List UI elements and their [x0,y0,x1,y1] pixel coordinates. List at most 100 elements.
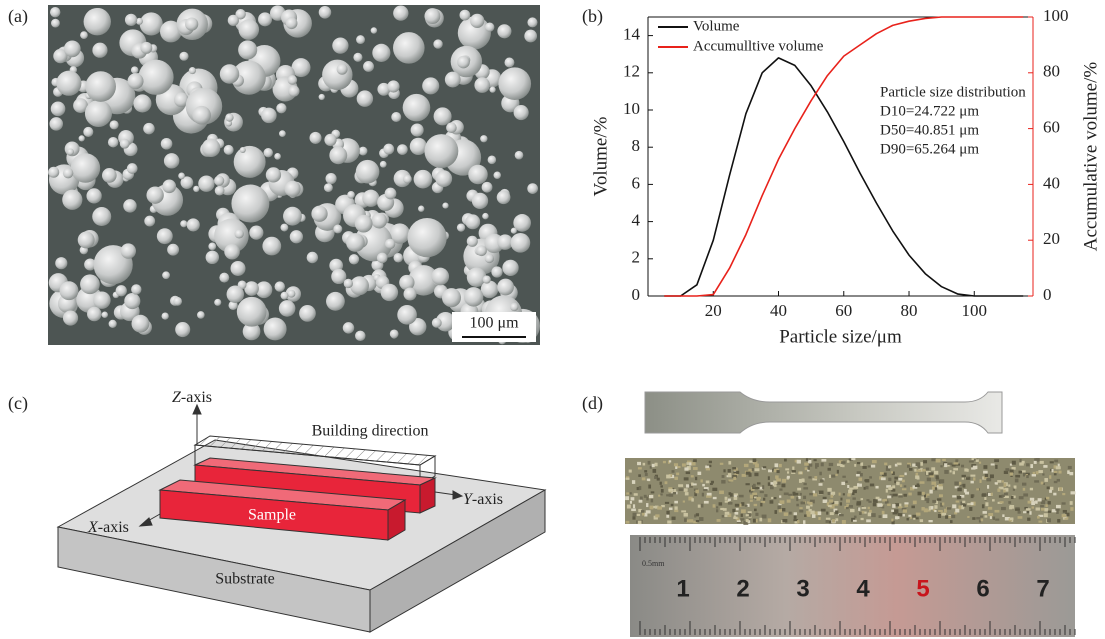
particle [353,53,362,62]
particle [356,160,380,184]
texture [648,461,651,465]
texture [651,499,653,503]
particle [290,230,303,243]
particle [344,279,353,288]
particle [237,297,267,327]
texture [681,510,686,512]
texture [717,519,721,522]
texture [725,497,728,500]
texture [1056,466,1061,469]
texture [770,500,774,503]
texture [819,472,822,476]
texture [744,464,749,467]
texture [1054,481,1058,483]
texture [979,479,981,483]
texture [755,464,759,468]
texture [993,517,995,520]
texture [846,507,849,509]
texture [752,493,757,496]
texture [859,484,862,487]
texture [1053,493,1056,496]
texture [854,516,857,518]
texture [799,479,802,483]
particle [403,175,412,184]
texture [660,493,662,495]
texture [848,490,852,494]
texture [837,463,841,465]
panel-label: (a) [8,6,28,27]
texture [1037,516,1040,519]
panel-label: (c) [8,393,28,414]
texture [942,513,947,516]
texture [684,467,688,470]
texture [1044,513,1048,517]
ruler-number: 3 [796,575,809,602]
texture [629,492,631,494]
texture [892,504,895,508]
particle [283,207,302,226]
texture [854,464,856,467]
texture [834,501,838,504]
particle [202,139,220,157]
texture [1032,506,1035,508]
texture [672,470,675,473]
particle [51,19,60,28]
texture [922,469,926,471]
texture [813,493,817,496]
texture [1023,473,1025,477]
texture [763,498,765,501]
axis-suffix: -axis [181,389,212,406]
particle [393,5,408,20]
particle [144,216,155,227]
particle [393,32,425,64]
particle [60,281,79,300]
particle [287,290,295,298]
texture [985,502,988,506]
particle [435,170,452,187]
texture [703,489,707,491]
particle [227,286,244,303]
texture [1004,493,1008,495]
y-tick-label: 0 [632,285,641,304]
texture [1010,469,1014,472]
texture [995,482,998,484]
particle [56,71,81,96]
texture [1049,490,1052,493]
texture [706,468,710,470]
particle [497,190,511,204]
texture [626,492,629,494]
ruler-number: 7 [1036,575,1049,602]
texture [626,521,630,524]
texture [920,462,923,466]
texture [792,470,796,472]
texture [856,503,860,506]
texture [827,488,831,492]
texture [702,493,704,497]
annotation: D10=24.722 μm [880,103,979,119]
texture [866,519,871,522]
panel-label: (b) [582,6,603,27]
texture [947,507,951,509]
texture [1018,516,1023,519]
texture [826,512,828,515]
texture [791,496,795,499]
texture [1050,487,1054,490]
texture [902,488,906,490]
texture [917,483,920,485]
texture [1071,491,1076,494]
texture [785,468,789,470]
particle [470,14,484,28]
texture [676,473,679,476]
texture [969,460,973,462]
texture [888,478,891,481]
texture [684,477,689,480]
texture [728,502,733,505]
texture [868,507,870,509]
texture [976,517,980,519]
texture [1041,508,1045,511]
texture [763,466,767,468]
particle [234,229,243,238]
texture [839,514,844,516]
texture [808,476,811,478]
texture [793,492,796,496]
